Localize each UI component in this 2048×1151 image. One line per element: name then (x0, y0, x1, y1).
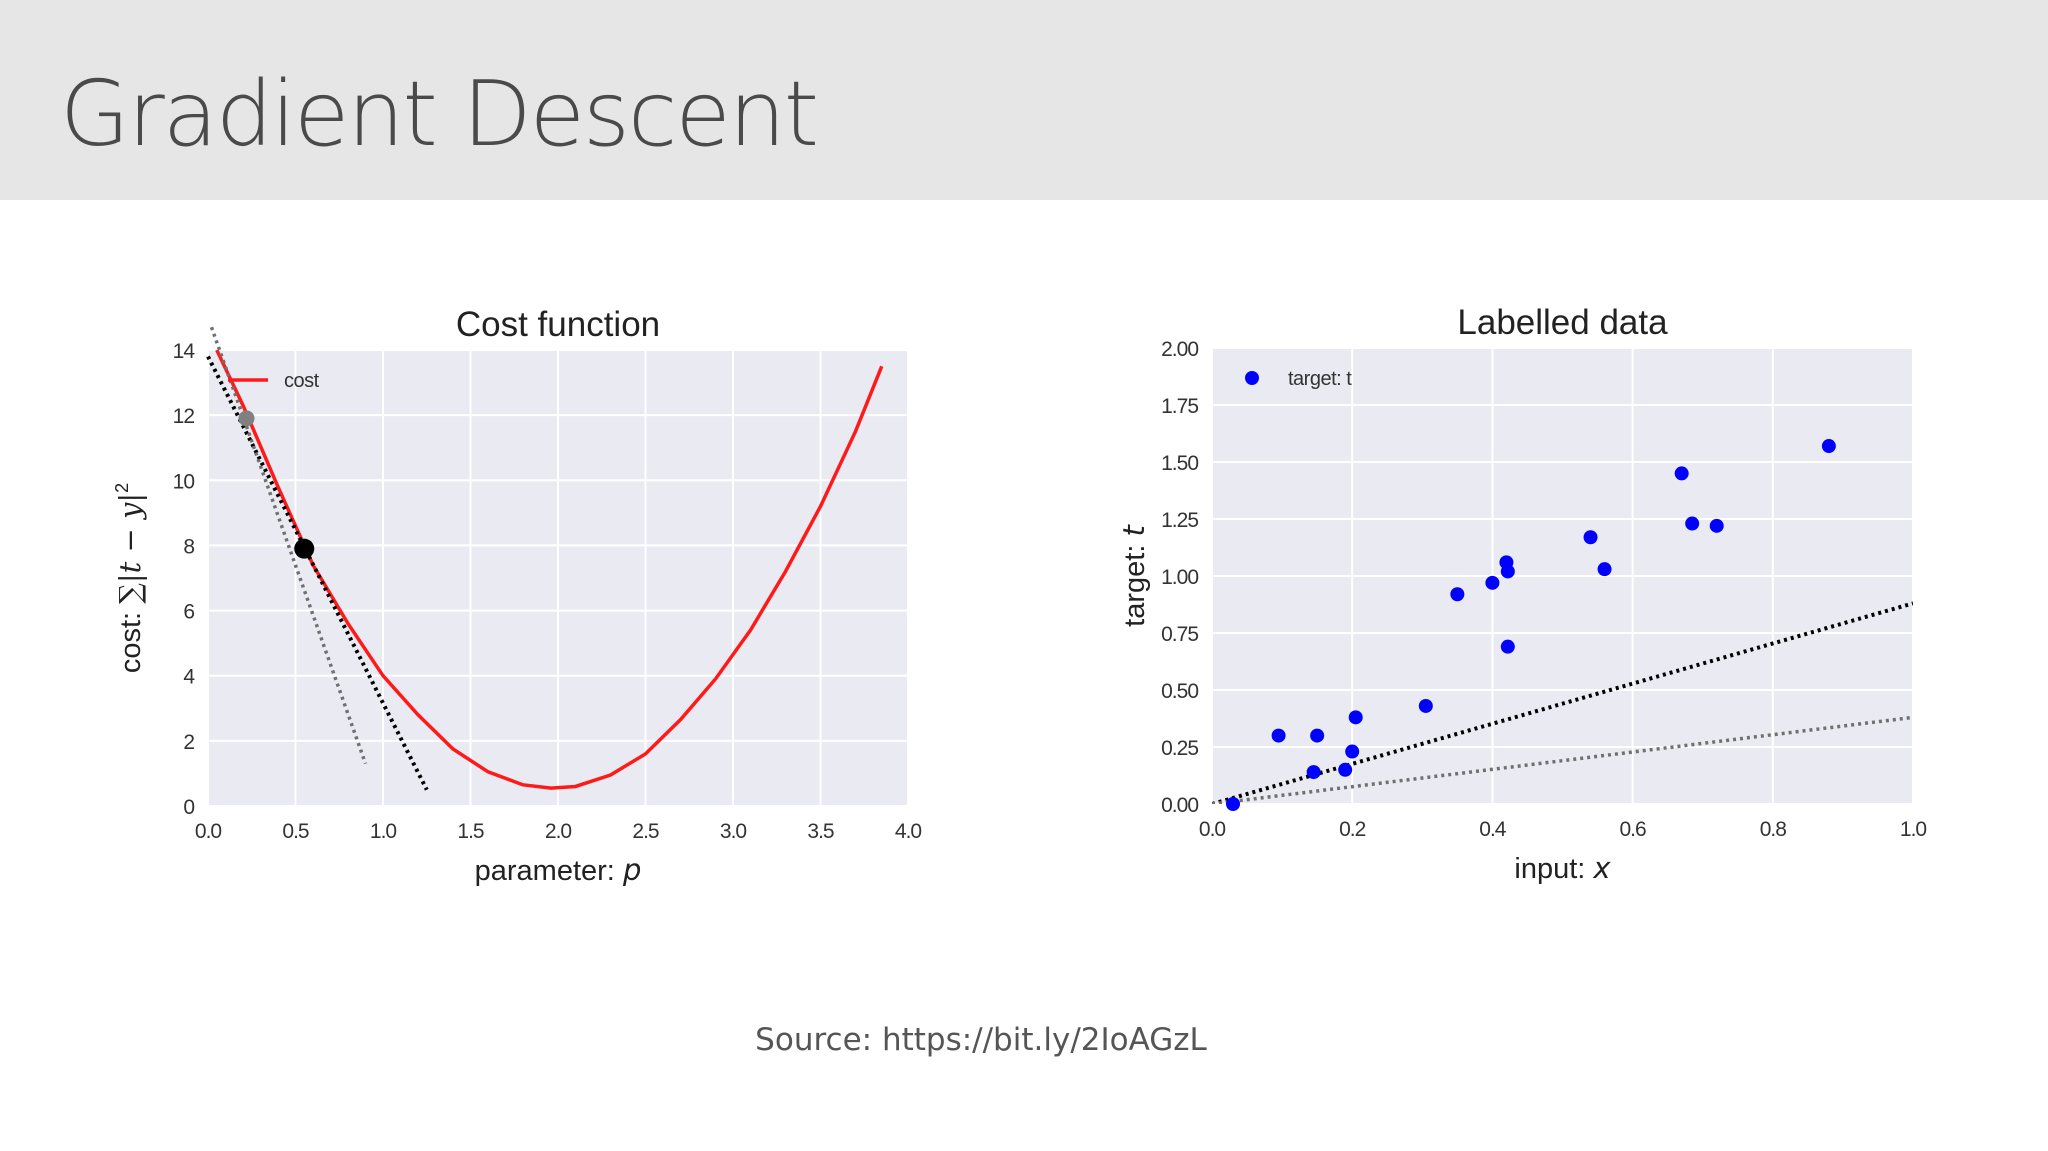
cost-function-chart: 0.0 0.5 1.0 1.5 2.0 2.5 3.0 3.5 4.0 0 2 4 6 8 10 12 14 Co… (112, 305, 922, 887)
data-point (1500, 639, 1515, 654)
y-tick-label: 12 (173, 405, 195, 428)
y-tick-label: 2.00 (1161, 338, 1198, 361)
highlight-point (238, 410, 255, 427)
y-tick-label: 0 (183, 796, 194, 819)
data-point (1345, 744, 1360, 759)
x-axis-label-var: x (1592, 851, 1611, 885)
legend-label: cost (284, 370, 320, 392)
slide-title: Gradient Descent (60, 62, 819, 167)
x-tick-label: 0.0 (195, 820, 222, 843)
x-axis-label-text: input: (1514, 853, 1593, 885)
y-axis-label: target: t (1117, 524, 1151, 627)
cost-curve (215, 350, 884, 790)
data-point (1821, 439, 1836, 454)
x-tick-label: 0.5 (282, 820, 309, 843)
data-point (1271, 728, 1286, 743)
plot-marks (215, 350, 884, 790)
data-point (1709, 518, 1724, 533)
x-axis-label-text: parameter: (475, 855, 623, 887)
x-tick-label: 2.5 (632, 820, 659, 843)
y-axis-label-text: target: (1119, 537, 1151, 627)
y-tick-label: 4 (183, 666, 195, 689)
x-tick-label: 1.0 (1900, 818, 1927, 841)
x-tick-label: 0.4 (1479, 818, 1507, 841)
x-axis-label: input: x (1514, 851, 1611, 885)
x-tick-label: 0.2 (1339, 818, 1366, 841)
x-tick-label: 0.0 (1199, 818, 1226, 841)
y-tick-label: 6 (183, 601, 194, 624)
data-point (1674, 466, 1689, 481)
data-point (1226, 797, 1241, 811)
legend-swatch (1245, 371, 1259, 385)
y-axis-label-sup: 2 (112, 483, 132, 493)
data-point (1348, 710, 1363, 725)
data-point (1338, 762, 1353, 777)
x-tick-label: 1.0 (370, 820, 397, 843)
y-tick-label: 1.00 (1161, 566, 1198, 589)
y-tick-label: 0.50 (1161, 680, 1198, 703)
data-point (1583, 530, 1598, 545)
y-axis-label: cost: ∑|t − y|2 (112, 483, 147, 673)
labelled-data-chart: 0.0 0.2 0.4 0.6 0.8 1.0 0.00 0.25 0.50 0.75 1.00 1.… (1117, 303, 1927, 885)
fit-line (1212, 601, 1913, 804)
data-point (1450, 587, 1465, 602)
fit-line (1212, 715, 1913, 804)
y-tick-label: 0.00 (1161, 794, 1198, 817)
y-tick-label: 1.50 (1161, 452, 1198, 475)
x-tick-label: 0.6 (1619, 818, 1646, 841)
data-point (1485, 575, 1500, 590)
chart-title: Labelled data (1457, 303, 1668, 342)
slide-header (0, 0, 2048, 200)
highlight-point (294, 538, 315, 559)
y-axis-label-text: cost: (115, 604, 147, 673)
data-point (1500, 564, 1515, 579)
y-axis-label-math: ∑|t − y| (113, 493, 147, 604)
x-axis-label: parameter: p (475, 853, 642, 887)
x-tick-label: 2.0 (545, 820, 572, 843)
y-tick-label: 0.25 (1161, 737, 1198, 760)
legend-label: target: t (1288, 368, 1352, 390)
x-tick-label: 0.8 (1760, 818, 1787, 841)
y-tick-label: 14 (173, 340, 196, 363)
data-point (1306, 765, 1321, 780)
x-axis-label-var: p (622, 853, 641, 887)
x-tick-label: 1.5 (457, 820, 484, 843)
data-point (1685, 516, 1700, 531)
y-tick-label: 8 (183, 535, 194, 558)
data-point (1597, 562, 1612, 577)
y-tick-label: 1.25 (1161, 509, 1198, 532)
data-point (1310, 728, 1325, 743)
y-tick-label: 10 (173, 470, 195, 493)
data-point (1418, 698, 1433, 713)
y-tick-label: 1.75 (1161, 395, 1198, 418)
y-axis-label-var: t (1117, 524, 1151, 537)
source-caption: Source: https://bit.ly/2IoAGzL (755, 1022, 1207, 1058)
tangent-line (209, 326, 368, 765)
y-tick-label: 0.75 (1161, 623, 1198, 646)
x-tick-label: 4.0 (895, 820, 922, 843)
y-tick-label: 2 (183, 731, 194, 754)
plot-marks (1212, 601, 1913, 804)
chart-title: Cost function (456, 305, 660, 344)
x-tick-label: 3.5 (807, 820, 834, 843)
x-tick-label: 3.0 (720, 820, 747, 843)
